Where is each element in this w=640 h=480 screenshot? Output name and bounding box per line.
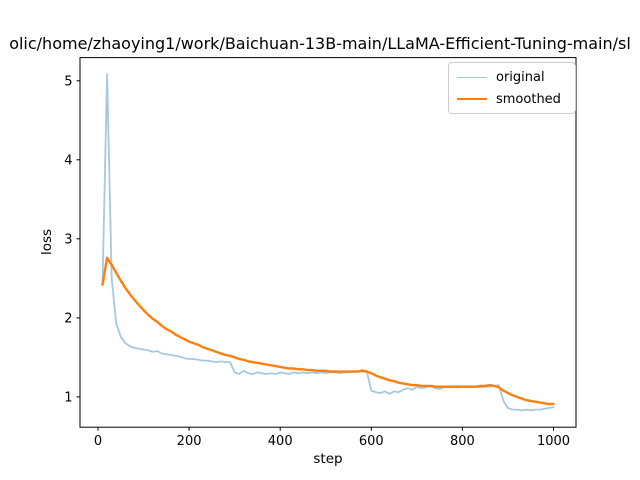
y-tick-label: 5 bbox=[64, 74, 72, 89]
y-tick-label: 2 bbox=[64, 311, 72, 326]
axis-ticks: 0 200 400 600 800 1000 1 2 3 4 5 bbox=[64, 74, 570, 449]
legend-entry-smoothed: smoothed bbox=[457, 90, 567, 108]
smoothed-line bbox=[101, 256, 555, 406]
x-tick-label: 0 bbox=[94, 434, 102, 449]
axes-frame bbox=[79, 57, 577, 428]
x-axis-label: step bbox=[313, 451, 342, 467]
original-line-swatch bbox=[457, 76, 487, 78]
x-tick-label: 800 bbox=[450, 434, 475, 449]
x-tick-label: 600 bbox=[359, 434, 384, 449]
x-tick-label: 1000 bbox=[537, 434, 570, 449]
original-line bbox=[101, 73, 555, 412]
legend: original smoothed bbox=[448, 62, 576, 114]
y-tick-label: 3 bbox=[64, 232, 72, 247]
legend-label-original: original bbox=[496, 69, 545, 85]
legend-entry-original: original bbox=[457, 68, 567, 86]
y-axis-label: loss bbox=[39, 229, 55, 255]
y-tick-label: 4 bbox=[64, 153, 72, 168]
x-tick-label: 200 bbox=[177, 434, 202, 449]
y-tick-label: 1 bbox=[64, 390, 72, 405]
chart-title: olic/home/zhaoying1/work/Baichuan-13B-ma… bbox=[9, 34, 631, 53]
x-tick-label: 400 bbox=[268, 434, 293, 449]
legend-label-smoothed: smoothed bbox=[496, 91, 561, 107]
smoothed-line-swatch bbox=[457, 98, 487, 100]
